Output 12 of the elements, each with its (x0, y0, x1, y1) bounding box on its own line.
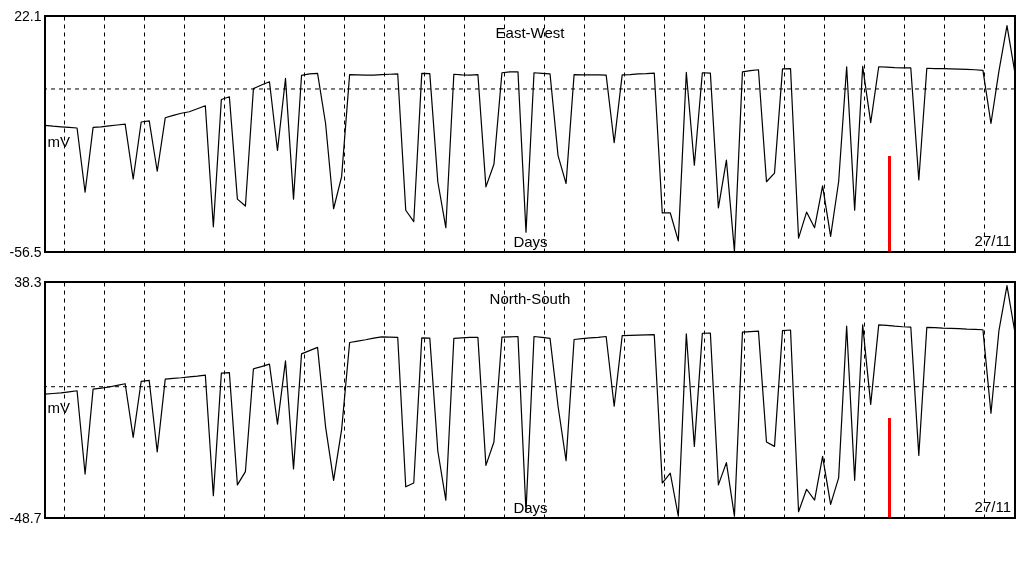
y-tick-label: -48.7 (9, 509, 42, 526)
line-series (44, 284, 1016, 517)
annotation: 27/11 (974, 232, 1011, 249)
y-tick-label: -56.5 (9, 243, 42, 260)
y-tick-label: 38.3 (14, 273, 42, 290)
y-axis-title: mV (47, 398, 70, 416)
text: North-South (489, 290, 571, 307)
y-axis-title: mV (47, 132, 70, 150)
annotation: 27/11 (974, 498, 1011, 515)
text: East-West (495, 24, 566, 41)
x-axis-title: Days (513, 232, 548, 250)
y-tick-label: 22.1 (14, 7, 42, 24)
